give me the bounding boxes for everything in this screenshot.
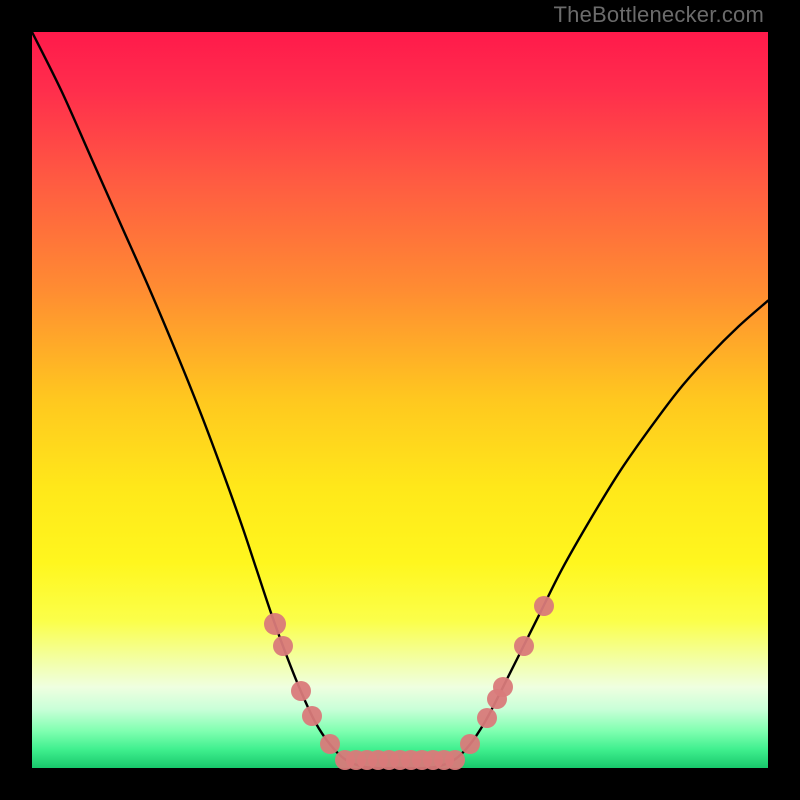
markers-layer bbox=[32, 32, 768, 768]
data-marker bbox=[477, 708, 497, 728]
frame-border-bottom bbox=[0, 768, 800, 800]
data-marker bbox=[302, 706, 322, 726]
data-marker bbox=[445, 750, 465, 770]
data-marker bbox=[460, 734, 480, 754]
chart-frame: TheBottlenecker.com bbox=[0, 0, 800, 800]
data-marker bbox=[320, 734, 340, 754]
data-marker bbox=[493, 677, 513, 697]
data-marker bbox=[291, 681, 311, 701]
frame-border-left bbox=[0, 0, 32, 800]
data-marker bbox=[273, 636, 293, 656]
watermark-text: TheBottlenecker.com bbox=[554, 2, 764, 28]
data-marker bbox=[514, 636, 534, 656]
frame-border-right bbox=[768, 0, 800, 800]
data-marker bbox=[264, 613, 286, 635]
data-marker bbox=[534, 596, 554, 616]
plot-area bbox=[32, 32, 768, 768]
